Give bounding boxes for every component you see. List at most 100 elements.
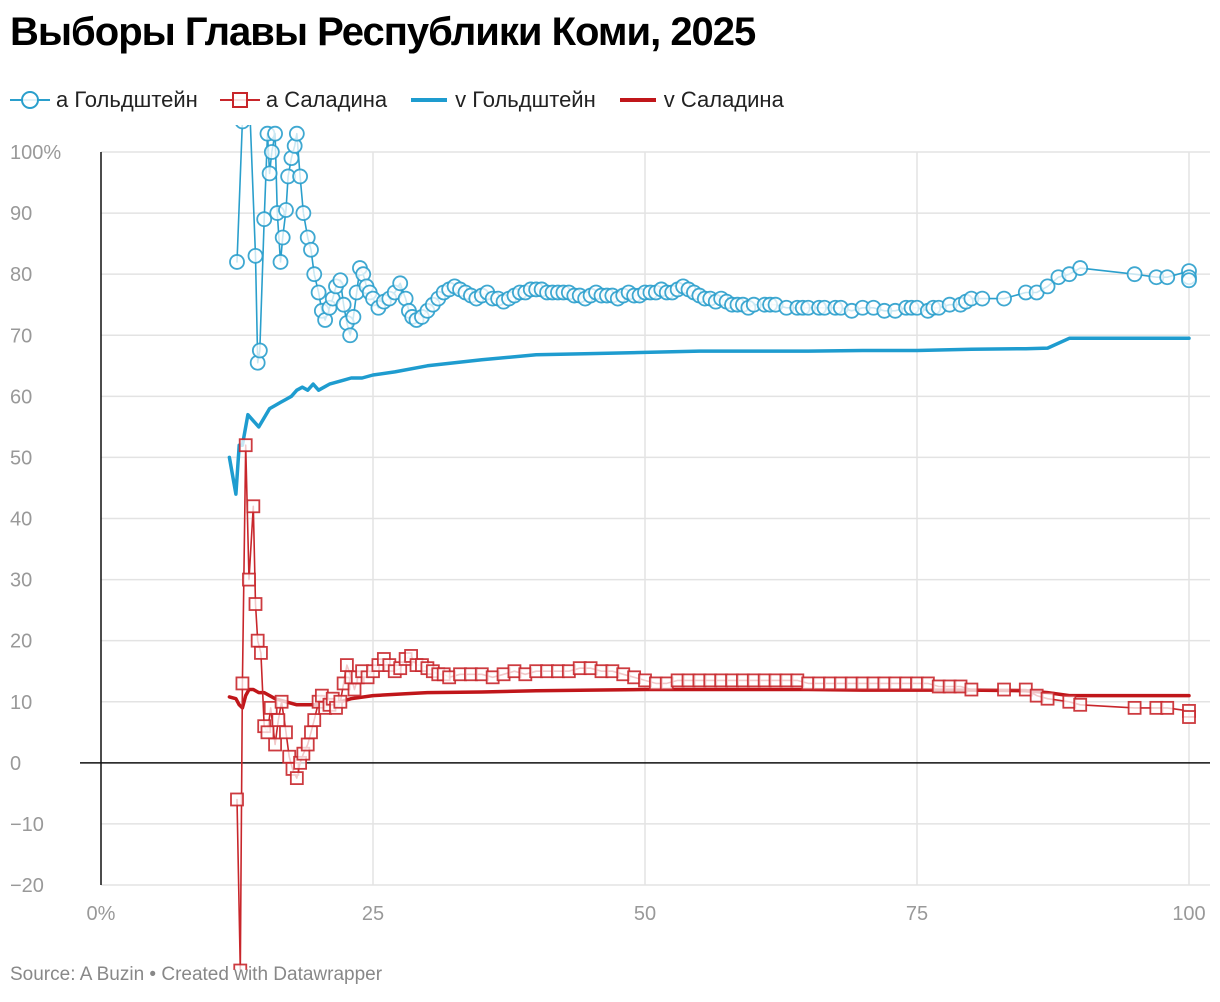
series-line: [227, 336, 1191, 496]
legend-item-a-saladina[interactable]: a Саладина: [219, 87, 388, 113]
chart-title: Выборы Главы Республики Коми, 2025: [10, 10, 756, 54]
data-point: [1073, 697, 1088, 712]
x-tick-label: 0%: [87, 903, 116, 925]
legend-item-a-goldshtein[interactable]: a Гольдштейн: [10, 87, 198, 113]
y-tick-label: 10: [10, 692, 32, 714]
series-2: [227, 336, 1191, 496]
data-point: [332, 272, 349, 289]
y-tick-label: 80: [10, 264, 32, 286]
line-icon: [411, 98, 448, 102]
data-point: [229, 254, 245, 270]
data-point: [254, 645, 268, 660]
legend-item-v-saladina[interactable]: v Саладина: [618, 87, 784, 113]
data-point: [1181, 272, 1197, 289]
series-0: [229, 53, 1197, 371]
data-point: [292, 168, 309, 185]
data-point: [997, 682, 1011, 697]
legend-label: a Гольдштейн: [56, 87, 198, 112]
data-point: [230, 792, 244, 807]
data-point: [274, 694, 289, 709]
y-tick-label: 50: [10, 447, 32, 469]
data-point: [251, 342, 268, 359]
data-point: [295, 205, 312, 221]
data-point: [233, 963, 248, 970]
data-point: [238, 438, 253, 453]
data-point: [250, 633, 265, 648]
data-point: [996, 290, 1012, 307]
square-line-icon: [219, 92, 260, 108]
series-1: [230, 438, 1196, 970]
data-point: [242, 572, 256, 587]
series-line: [236, 444, 1190, 970]
legend-label: a Саладина: [265, 87, 388, 112]
data-point: [268, 737, 282, 752]
data-point: [1072, 260, 1089, 276]
data-point: [1182, 710, 1196, 724]
legend-item-v-goldshtein[interactable]: v Гольдштейн: [409, 87, 596, 113]
data-point: [235, 125, 250, 130]
x-tick-label: 75: [906, 903, 928, 925]
y-tick-label: 100%: [10, 142, 61, 164]
data-point: [235, 676, 250, 691]
data-point: [256, 211, 273, 228]
gridlines: [101, 151, 1210, 886]
x-tick-label: 25: [362, 903, 384, 925]
y-tick-label: 90: [10, 203, 32, 225]
data-point: [260, 725, 275, 740]
data-point: [263, 144, 280, 160]
data-point: [248, 597, 263, 611]
data-point: [333, 694, 348, 709]
series-layer: [227, 53, 1197, 970]
source-note: Source: A Buzin • Created with Datawrapp…: [10, 964, 383, 985]
legend: a Гольдштейн a Саладина v Гольдштейн v С…: [10, 86, 784, 114]
x-tick-label: 100: [1172, 903, 1205, 925]
y-tick-label: 30: [10, 570, 32, 592]
data-point: [345, 309, 362, 325]
data-point: [1039, 278, 1056, 295]
data-point: [1160, 700, 1175, 715]
data-point: [306, 266, 323, 283]
data-point: [1127, 700, 1142, 715]
data-point: [964, 682, 979, 697]
y-tick-label: 0: [10, 753, 21, 775]
data-point: [274, 229, 291, 246]
series-line: [236, 125, 1190, 364]
legend-label: v Гольдштейн: [455, 87, 596, 112]
data-point: [271, 713, 286, 727]
data-point: [288, 125, 305, 142]
data-point: [335, 296, 352, 313]
line-icon: [619, 98, 656, 102]
data-point: [347, 682, 362, 697]
legend-label: v Саладина: [663, 87, 784, 112]
data-point: [339, 658, 354, 672]
data-point: [1159, 269, 1176, 286]
data-point: [289, 771, 304, 786]
data-point: [303, 241, 319, 258]
data-point: [307, 713, 322, 727]
y-tick-label: 20: [10, 631, 32, 653]
y-tick-label: 40: [10, 509, 32, 531]
data-point: [1040, 691, 1055, 706]
y-tick-label: 60: [10, 386, 32, 408]
data-point: [247, 247, 264, 264]
circle-line-icon: [10, 91, 50, 109]
data-point: [267, 125, 283, 142]
data-point: [1126, 266, 1143, 283]
data-point: [278, 202, 294, 218]
data-point: [241, 53, 255, 67]
data-point: [246, 499, 261, 514]
data-point: [392, 275, 409, 292]
data-point: [974, 290, 991, 307]
data-point: [300, 737, 315, 752]
data-point: [304, 725, 318, 740]
data-point: [279, 725, 293, 740]
y-tick-label: 70: [10, 325, 32, 347]
data-point: [342, 327, 359, 344]
y-tick-label: −10: [10, 814, 44, 836]
y-tick-label: −20: [10, 875, 44, 897]
data-point: [261, 165, 278, 182]
data-point: [272, 254, 289, 270]
x-tick-label: 50: [634, 903, 656, 925]
